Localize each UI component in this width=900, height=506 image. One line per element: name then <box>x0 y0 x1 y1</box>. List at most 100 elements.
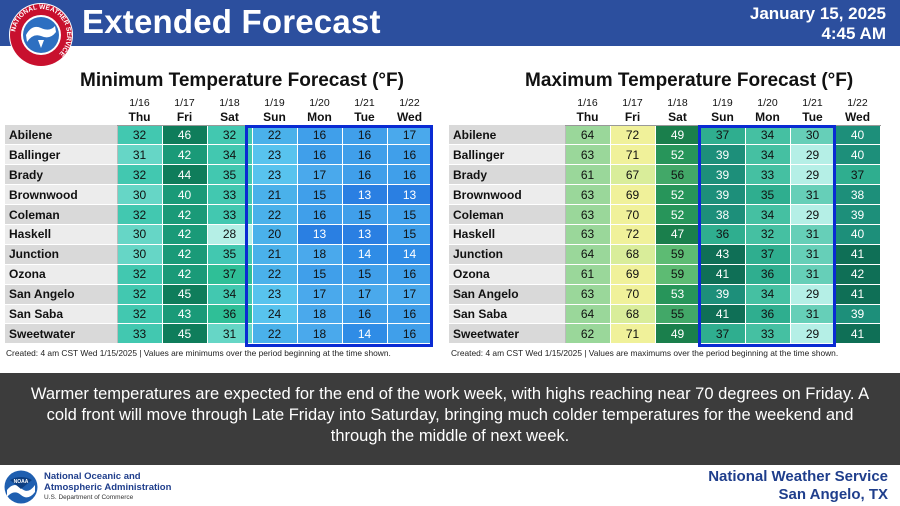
temp-cell: 37 <box>700 125 746 146</box>
column-date: 1/19 <box>712 96 733 109</box>
column-day: Thu <box>576 109 599 124</box>
forecast-summary-banner: Warmer temperatures are expected for the… <box>0 373 900 465</box>
temp-cell: 32 <box>117 264 163 285</box>
temp-cell: 32 <box>117 164 163 186</box>
table-row: Haskell 30 42 28 20 13 13 15 <box>5 224 433 245</box>
city-name: Junction <box>5 244 118 265</box>
column-header-fri: 1/17 Fri <box>162 93 207 126</box>
temp-cell: 59 <box>655 244 701 265</box>
table-row: Brownwood 30 40 33 21 15 13 13 <box>5 184 433 206</box>
column-day: Fri <box>624 109 641 124</box>
temp-cell: 40 <box>162 184 208 206</box>
table-row: Ballinger 63 71 52 39 34 29 40 <box>449 144 881 166</box>
city-name: Ballinger <box>5 144 118 166</box>
city-name: Brady <box>5 164 118 186</box>
table-row: San Saba 32 43 36 24 18 16 16 <box>5 304 433 325</box>
temp-cell: 39 <box>700 284 746 305</box>
office-name: National Weather Service San Angelo, TX <box>708 468 888 504</box>
temp-cell: 43 <box>162 304 208 325</box>
city-name: Abilene <box>5 125 118 146</box>
city-name: Coleman <box>449 204 566 225</box>
temp-cell: 33 <box>745 164 791 186</box>
temp-cell: 41 <box>835 284 881 305</box>
temp-cell: 61 <box>565 264 611 285</box>
temp-cell: 45 <box>162 323 208 345</box>
table-row: Abilene 32 46 32 22 16 16 17 <box>5 125 433 146</box>
column-date: 1/20 <box>309 96 330 109</box>
temp-cell: 31 <box>790 244 836 265</box>
noaa-line-3: U.S. Department of Commerce <box>44 494 134 501</box>
city-name: Coleman <box>5 204 118 225</box>
column-day: Mon <box>755 109 780 124</box>
table-row: Coleman 32 42 33 22 16 15 15 <box>5 204 433 225</box>
column-header-mon: 1/20 Mon <box>745 93 790 126</box>
temp-cell: 31 <box>790 224 836 245</box>
city-name: San Angelo <box>5 284 118 305</box>
column-header-wed: 1/22 Wed <box>387 93 432 126</box>
column-day: Mon <box>307 109 332 124</box>
temp-cell: 33 <box>117 323 163 345</box>
forecast-summary-text: Warmer temperatures are expected for the… <box>30 385 870 445</box>
temp-cell: 15 <box>297 184 343 206</box>
table-row: Abilene 64 72 49 37 34 30 40 <box>449 125 881 146</box>
temp-cell: 29 <box>790 144 836 166</box>
temp-cell: 52 <box>655 144 701 166</box>
corner-header <box>449 93 565 125</box>
temp-cell: 53 <box>655 284 701 305</box>
issue-date: January 15, 2025 <box>749 4 886 23</box>
temp-cell: 55 <box>655 304 701 325</box>
temp-cell: 16 <box>342 164 388 186</box>
temp-cell: 42 <box>162 224 208 245</box>
temp-cell: 21 <box>252 244 298 265</box>
temp-cell: 39 <box>700 164 746 186</box>
city-name: Junction <box>449 244 566 265</box>
temp-cell: 47 <box>655 224 701 245</box>
temp-cell: 34 <box>745 144 791 166</box>
column-header-sat: 1/18 Sat <box>207 93 252 126</box>
temp-cell: 16 <box>297 125 343 146</box>
column-header-wed: 1/22 Wed <box>835 93 880 126</box>
header-row: 1/16 Thu 1/17 Fri 1/18 Sat 1/19 Sun 1/20 Mon 1/21 T… <box>5 93 432 126</box>
column-day: Tue <box>802 109 823 124</box>
table-row: Sweetwater 62 71 49 37 33 29 41 <box>449 323 881 345</box>
column-date: 1/18 <box>667 96 688 109</box>
office-line-2: San Angelo, TX <box>778 486 888 503</box>
temp-cell: 39 <box>700 144 746 166</box>
temp-cell: 18 <box>297 323 343 345</box>
temp-cell: 36 <box>207 304 253 325</box>
column-header-tue: 1/21 Tue <box>790 93 835 126</box>
noaa-name: National Oceanic and Atmospheric Adminis… <box>44 471 171 501</box>
temp-cell: 70 <box>610 284 656 305</box>
noaa-logo-icon: NOAA <box>4 470 38 504</box>
temp-cell: 69 <box>610 184 656 206</box>
temp-cell: 64 <box>565 125 611 146</box>
temp-cell: 13 <box>387 184 433 206</box>
temp-cell: 37 <box>207 264 253 285</box>
issue-datetime: January 15, 2025 4:45 AM <box>750 4 886 44</box>
temp-cell: 63 <box>565 284 611 305</box>
max-created-note: Created: 4 am CST Wed 1/15/2025 | Values… <box>451 348 839 358</box>
table-row: Sweetwater 33 45 31 22 18 14 16 <box>5 323 433 345</box>
temp-cell: 36 <box>745 264 791 285</box>
temp-cell: 22 <box>252 264 298 285</box>
temp-cell: 63 <box>565 144 611 166</box>
page-title: Extended Forecast <box>82 3 381 40</box>
temp-cell: 17 <box>297 284 343 305</box>
temp-cell: 13 <box>342 184 388 206</box>
temp-cell: 31 <box>117 144 163 166</box>
temp-cell: 24 <box>252 304 298 325</box>
city-name: San Saba <box>449 304 566 325</box>
temp-cell: 22 <box>252 204 298 225</box>
column-date: 1/18 <box>219 96 240 109</box>
column-date: 1/22 <box>399 96 420 109</box>
temp-cell: 16 <box>387 164 433 186</box>
column-date: 1/17 <box>174 96 195 109</box>
temp-cell: 34 <box>745 125 791 146</box>
column-date: 1/22 <box>847 96 868 109</box>
temp-cell: 67 <box>610 164 656 186</box>
temp-cell: 62 <box>565 323 611 345</box>
temp-cell: 29 <box>790 204 836 225</box>
temp-cell: 14 <box>342 323 388 345</box>
column-day: Wed <box>844 109 871 124</box>
temp-cell: 16 <box>387 304 433 325</box>
